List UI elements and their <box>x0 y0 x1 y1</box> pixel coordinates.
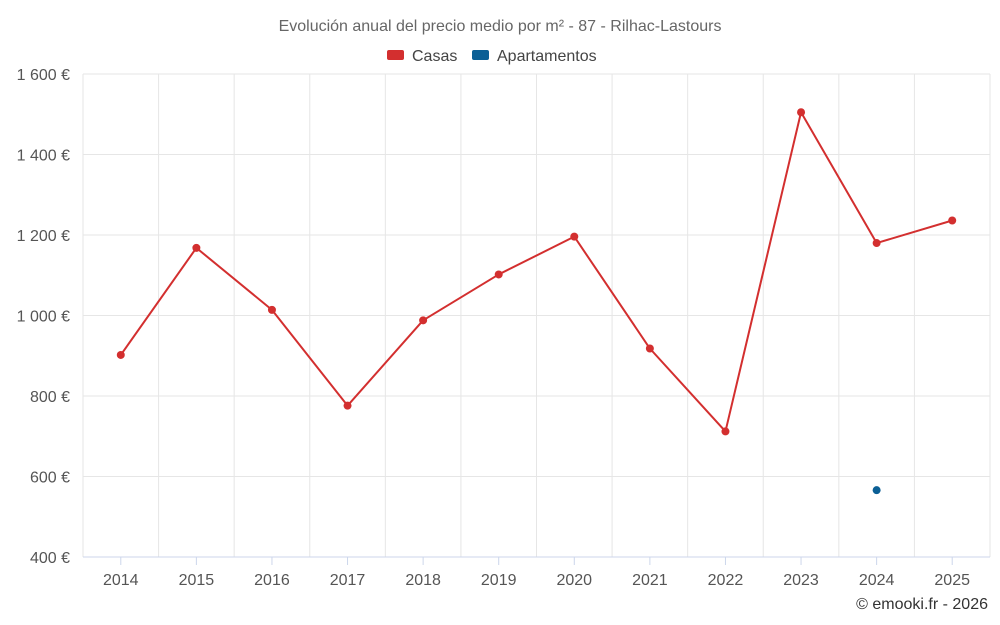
y-tick-label: 1 400 € <box>17 148 70 165</box>
y-tick-label: 1 200 € <box>17 228 70 245</box>
legend[interactable]: Casas Apartamentos <box>387 48 597 65</box>
data-point-casas-2021[interactable] <box>645 344 654 353</box>
x-tick-label: 2022 <box>708 572 744 589</box>
legend-label-apartamentos: Apartamentos <box>497 48 597 65</box>
series <box>116 108 957 495</box>
x-tick-label: 2014 <box>103 572 139 589</box>
x-tick-label: 2025 <box>934 572 970 589</box>
data-point-casas-2018[interactable] <box>419 316 428 325</box>
grid <box>82 73 991 557</box>
legend-swatch-casas <box>387 50 404 60</box>
legend-item-casas[interactable]: Casas <box>387 48 457 65</box>
axes: 400 € 600 € 800 € 1 000 € 1 200 € 1 400 € 1 60… <box>17 67 990 589</box>
y-tick-label: 400 € <box>30 550 70 567</box>
data-point-casas-2024[interactable] <box>872 239 881 248</box>
x-tick-label: 2017 <box>330 572 366 589</box>
series-line-casas <box>119 111 953 433</box>
x-tick-label: 2019 <box>481 572 517 589</box>
y-tick-label: 800 € <box>30 389 70 406</box>
data-point-casas-2014[interactable] <box>116 350 125 359</box>
x-tick-label: 2015 <box>179 572 215 589</box>
data-point-casas-2025[interactable] <box>948 216 957 225</box>
x-tick-label: 2024 <box>859 572 895 589</box>
x-tick-label: 2023 <box>783 572 819 589</box>
chart-title: Evolución anual del precio medio por m² … <box>279 18 722 35</box>
data-point-casas-2022[interactable] <box>721 427 730 436</box>
data-point-casas-2023[interactable] <box>797 108 806 117</box>
x-tick-label: 2016 <box>254 572 290 589</box>
x-tick-label: 2018 <box>405 572 441 589</box>
x-tick-label: 2021 <box>632 572 668 589</box>
data-point-apartamentos-2024[interactable] <box>872 486 881 495</box>
x-tick-label: 2020 <box>556 572 592 589</box>
data-point-casas-2016[interactable] <box>267 305 276 314</box>
y-tick-label: 1 600 € <box>17 67 70 84</box>
data-point-casas-2015[interactable] <box>192 243 201 252</box>
data-point-casas-2020[interactable] <box>570 232 579 241</box>
data-point-casas-2019[interactable] <box>494 270 503 279</box>
y-tick-label: 1 000 € <box>17 309 70 326</box>
data-point-casas-2017[interactable] <box>343 401 352 410</box>
y-tick-label: 600 € <box>30 470 70 487</box>
legend-label-casas: Casas <box>412 48 457 65</box>
legend-swatch-apartamentos <box>472 50 489 60</box>
legend-item-apartamentos[interactable]: Apartamentos <box>472 48 597 65</box>
credit-text: © emooki.fr - 2026 <box>856 596 988 613</box>
